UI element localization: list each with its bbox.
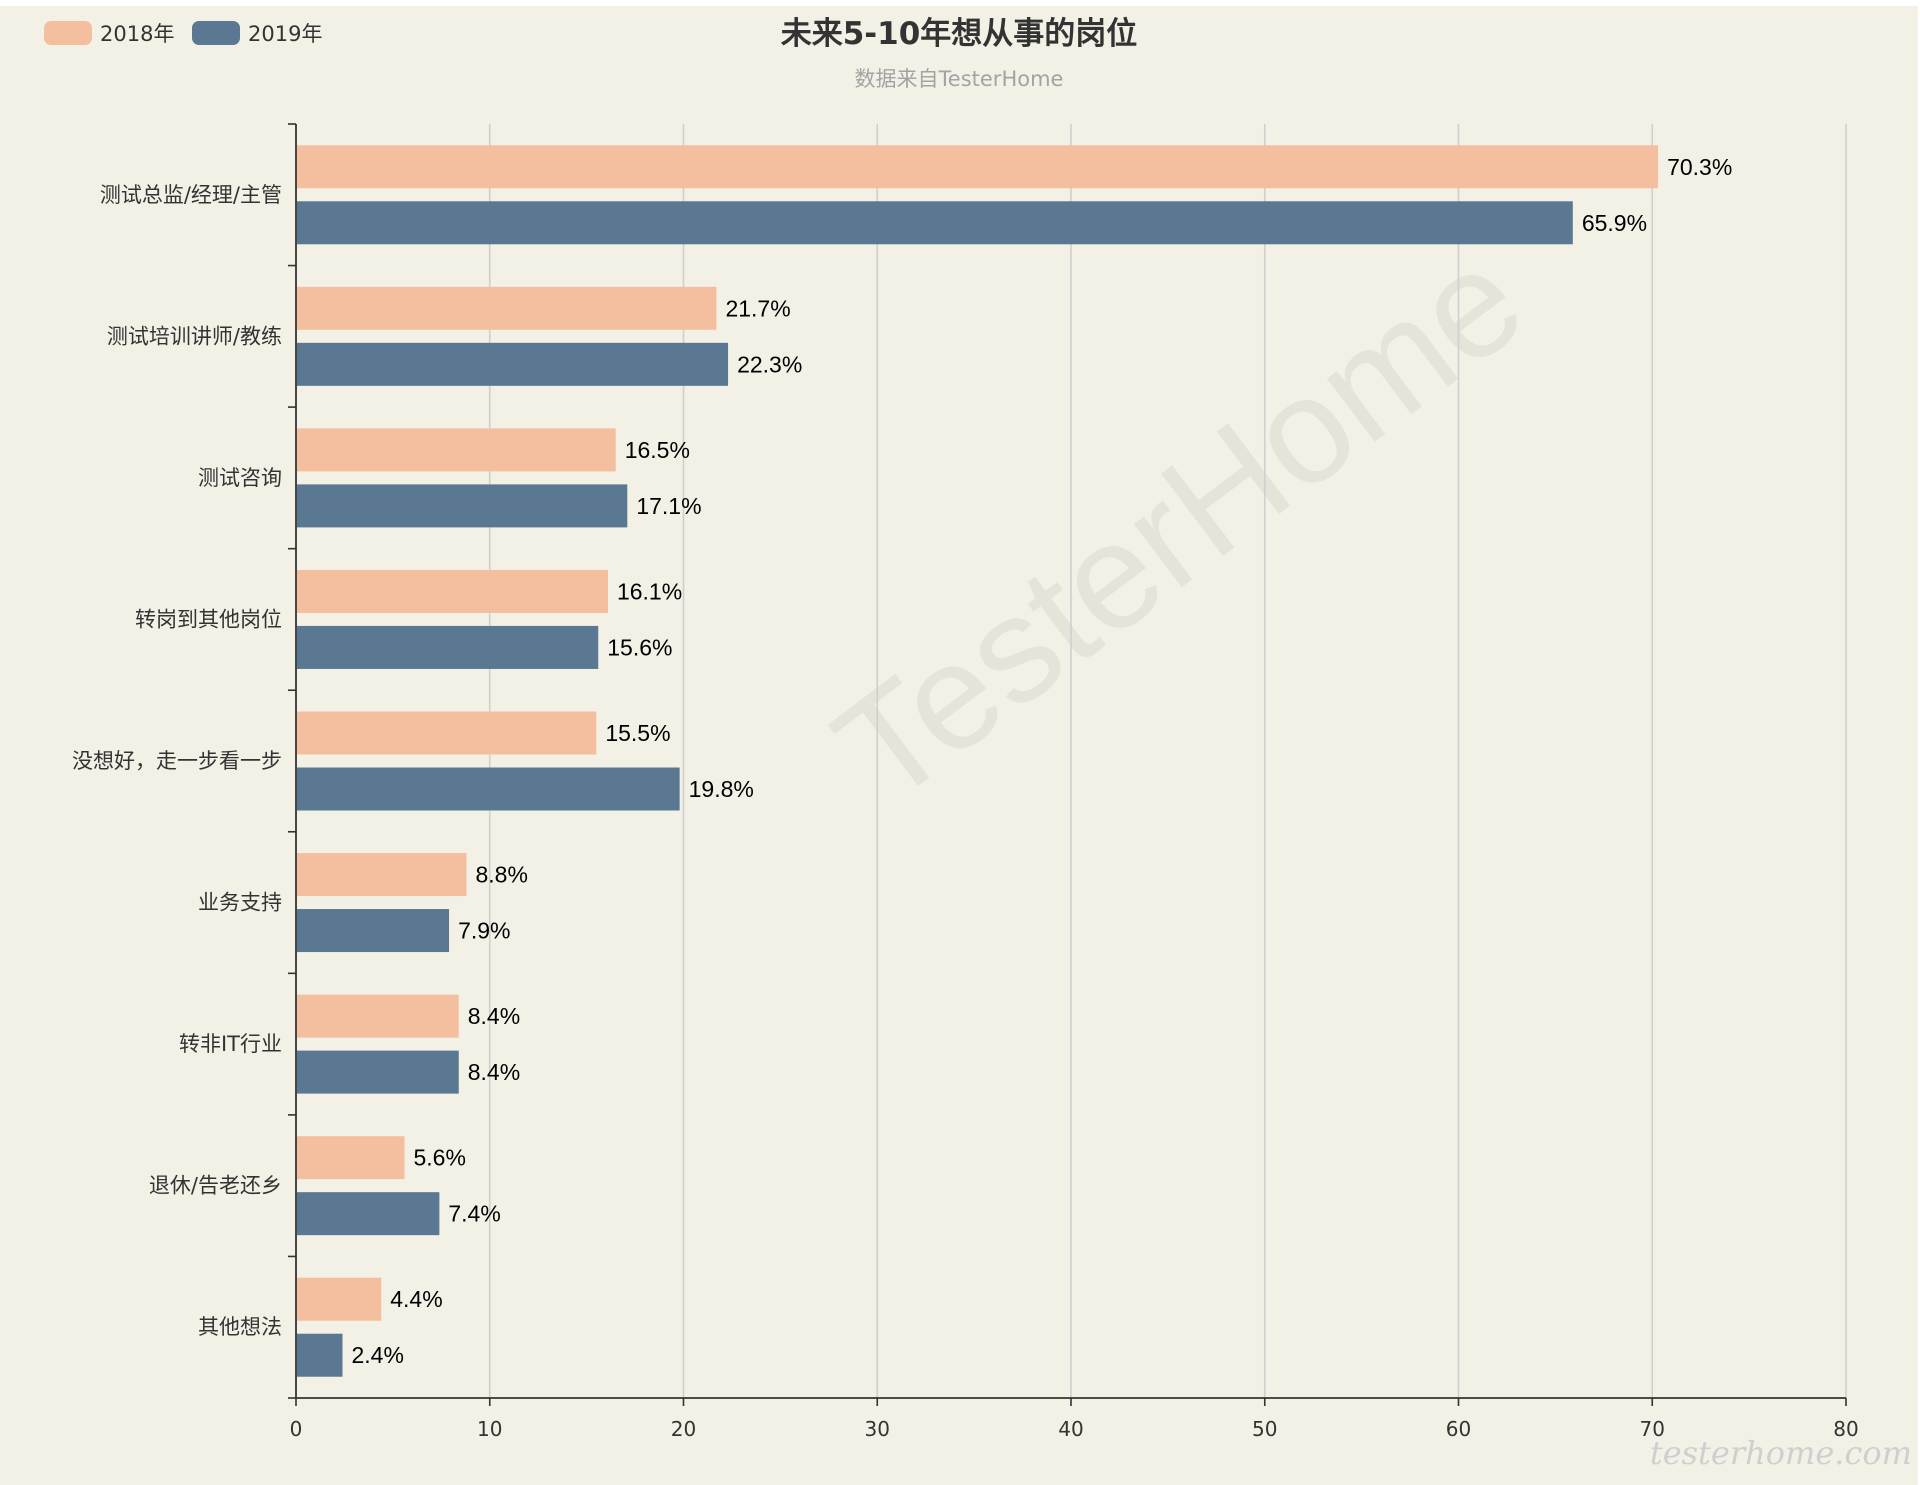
chart-title: 未来5-10年想从事的岗位	[781, 16, 1138, 52]
category-label: 转岗到其他岗位	[135, 607, 282, 631]
axes-layer: 0 10 20 30 40 50 60 70 80 测试总监/经理/主管测试培训讲师/教练测试咨询…	[72, 123, 1859, 1441]
bar-2018[interactable]	[297, 1136, 405, 1180]
data-label: 7.4%	[448, 1201, 500, 1227]
bar-2018[interactable]	[297, 286, 717, 330]
bar-2019[interactable]	[297, 1333, 343, 1377]
corner-watermark-text: testerhome.com	[1650, 1434, 1912, 1472]
watermark-text: TesterHome	[805, 214, 1552, 835]
category-label: 测试培训讲师/教练	[107, 324, 282, 348]
bar-2018[interactable]	[297, 569, 608, 613]
data-label: 16.1%	[617, 578, 682, 604]
chart-container: TesterHome testerhome.com 0 10 20 30 40 50 60 70…	[0, 6, 1918, 1485]
category-label: 测试总监/经理/主管	[100, 183, 282, 207]
legend-swatch	[44, 21, 92, 45]
data-label: 16.5%	[625, 437, 690, 463]
legend-swatch	[192, 21, 240, 45]
x-tick-label: 80	[1833, 1417, 1858, 1441]
category-label: 没想好，走一步看一步	[72, 749, 282, 773]
legend-item-2018[interactable]: 2018年	[44, 21, 174, 46]
bar-2019[interactable]	[297, 909, 450, 953]
bar-2018[interactable]	[297, 428, 616, 472]
data-label: 7.9%	[458, 918, 510, 944]
bar-2019[interactable]	[297, 201, 1573, 245]
data-label: 15.6%	[607, 634, 672, 660]
data-label: 8.4%	[468, 1059, 520, 1085]
data-label: 22.3%	[737, 351, 802, 377]
data-label: 70.3%	[1667, 154, 1732, 180]
data-label: 5.6%	[414, 1145, 466, 1171]
category-label: 业务支持	[198, 891, 282, 915]
data-label: 2.4%	[352, 1342, 404, 1368]
data-label: 21.7%	[725, 295, 790, 321]
category-label: 退休/告老还乡	[149, 1174, 282, 1198]
x-tick-label: 30	[865, 1417, 890, 1441]
x-tick-label: 70	[1640, 1417, 1665, 1441]
data-label: 65.9%	[1582, 210, 1647, 236]
chart-subtitle: 数据来自TesterHome	[855, 67, 1064, 91]
data-label: 8.8%	[476, 862, 528, 888]
bar-2018[interactable]	[297, 711, 597, 755]
bar-2019[interactable]	[297, 767, 680, 811]
x-tick-label: 50	[1252, 1417, 1277, 1441]
legend[interactable]: 2018年 2019年	[44, 21, 322, 46]
data-label: 8.4%	[468, 1003, 520, 1029]
watermark-layer: TesterHome testerhome.com	[805, 214, 1912, 1472]
bar-2018[interactable]	[297, 994, 459, 1038]
bars-layer	[297, 145, 1659, 1377]
x-tick-label: 0	[290, 1417, 303, 1441]
legend-label: 2018年	[100, 22, 174, 46]
x-tick-label: 10	[477, 1417, 502, 1441]
category-label: 其他想法	[198, 1315, 282, 1339]
legend-item-2019[interactable]: 2019年	[192, 21, 322, 46]
category-label: 转非IT行业	[179, 1032, 282, 1056]
bar-chart: TesterHome testerhome.com 0 10 20 30 40 50 60 70…	[44, 16, 1912, 1472]
bar-2018[interactable]	[297, 853, 467, 897]
x-tick-label: 40	[1058, 1417, 1083, 1441]
data-label: 19.8%	[689, 776, 754, 802]
bar-2018[interactable]	[297, 145, 1659, 189]
bar-2019[interactable]	[297, 1050, 459, 1094]
grid-layer	[488, 124, 1847, 1398]
bar-2019[interactable]	[297, 625, 599, 669]
bar-2019[interactable]	[297, 342, 729, 386]
bar-2019[interactable]	[297, 484, 628, 528]
labels-layer: 70.3% 21.7% 16.5% 16.1% 15.5% 8.8% 8.4% 5.6% 4.4…	[352, 154, 1733, 1368]
bar-2019[interactable]	[297, 1192, 440, 1236]
data-label: 15.5%	[605, 720, 670, 746]
data-label: 4.4%	[390, 1286, 442, 1312]
data-label: 17.1%	[636, 493, 701, 519]
legend-label: 2019年	[248, 22, 322, 46]
category-label: 测试咨询	[198, 466, 282, 490]
x-tick-label: 60	[1446, 1417, 1471, 1441]
bar-2018[interactable]	[297, 1277, 382, 1321]
x-tick-label: 20	[671, 1417, 696, 1441]
